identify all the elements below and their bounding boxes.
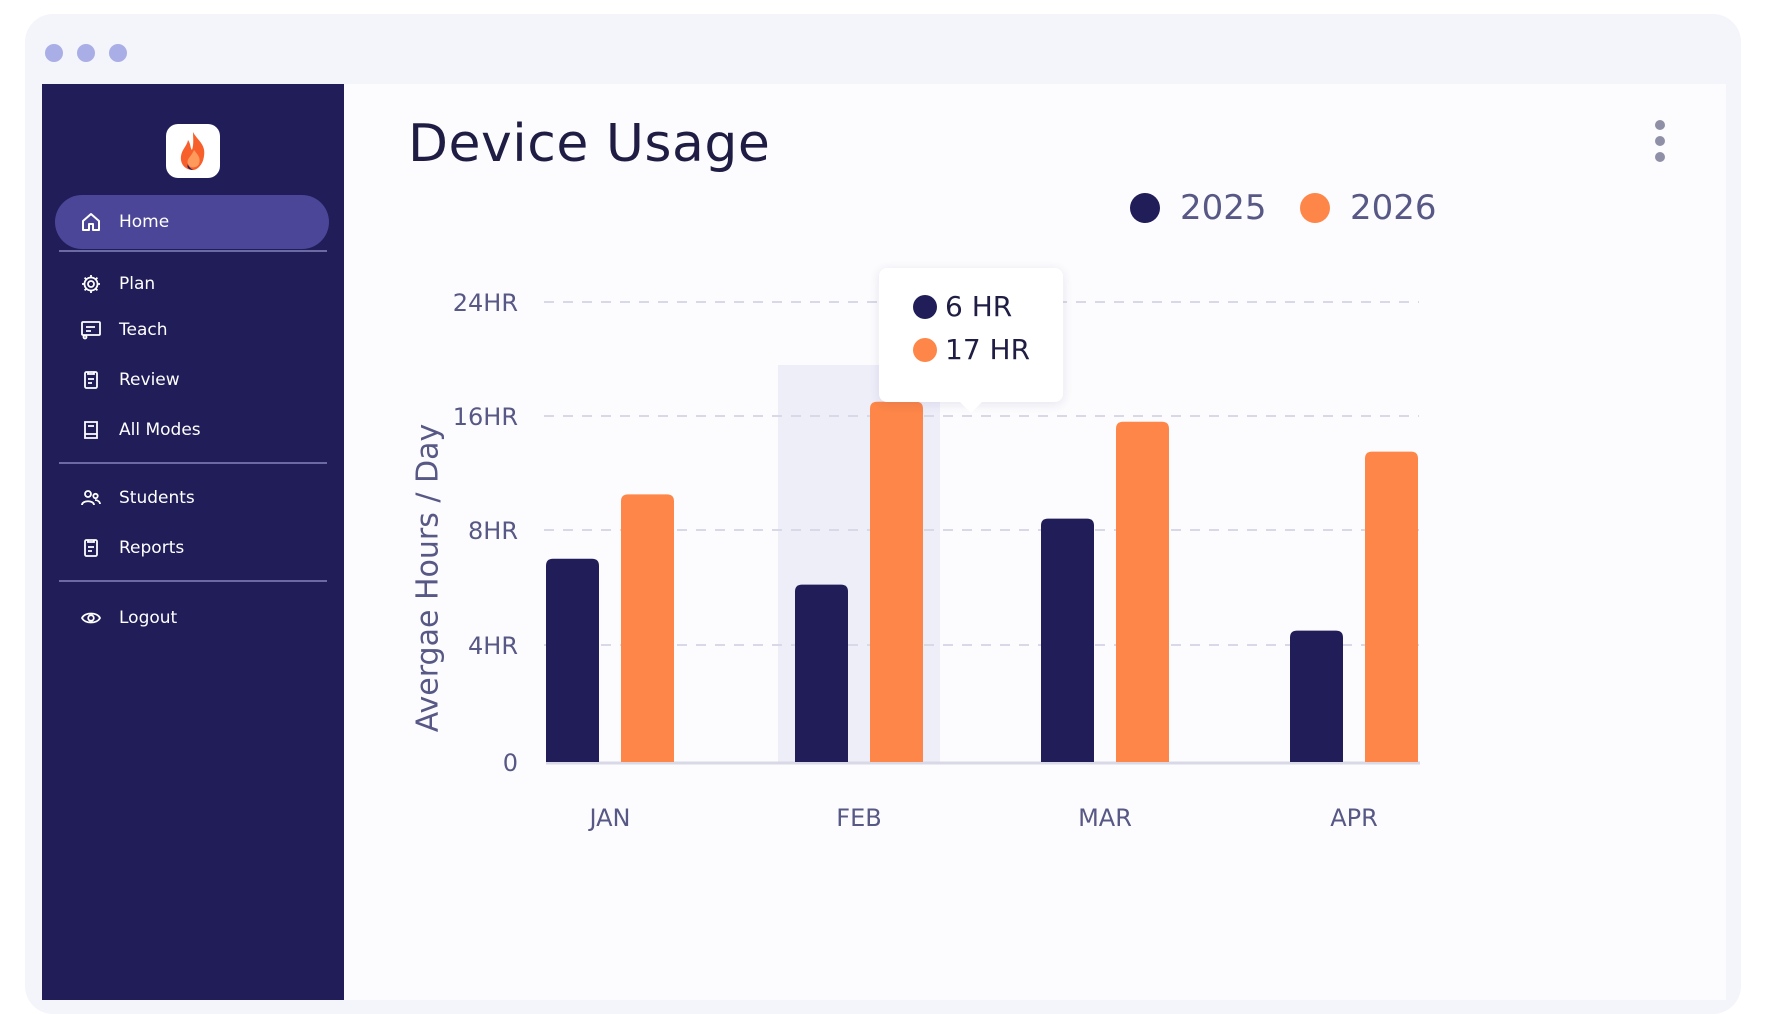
bar-2026-jan xyxy=(621,494,674,762)
sidebar-item-label: Teach xyxy=(119,320,168,340)
bar-2025-apr xyxy=(1290,630,1343,762)
divider xyxy=(59,580,327,582)
sidebar-item-home[interactable]: Home xyxy=(55,195,329,249)
sidebar-item-all-modes[interactable]: All Modes xyxy=(55,403,329,457)
main-panel: Device Usage 2025 2026 Avergae Hours / D… xyxy=(344,84,1726,1000)
bar-2026-mar xyxy=(1116,421,1169,762)
legend-item-2025: 2025 xyxy=(1130,188,1267,228)
window-dot-2 xyxy=(77,44,95,62)
x-tick-label: MAR xyxy=(1078,804,1132,832)
bar-2025-jan xyxy=(546,558,599,762)
more-options-icon[interactable] xyxy=(1650,120,1670,172)
sidebar-item-reports[interactable]: Reports xyxy=(55,521,329,575)
tooltip-value-2025: 6 HR xyxy=(945,290,1013,323)
sidebar-item-plan[interactable]: Plan xyxy=(55,257,329,311)
sidebar-item-label: Review xyxy=(119,370,180,390)
chart-tooltip: 6 HR 17 HR xyxy=(879,268,1063,413)
clipboard-icon xyxy=(79,368,103,392)
sidebar-item-label: Reports xyxy=(119,538,185,558)
tooltip-dot-2026 xyxy=(913,337,937,362)
eye-icon xyxy=(79,606,103,630)
tooltip-value-2026: 17 HR xyxy=(945,333,1031,366)
sidebar-item-label: Home xyxy=(119,212,170,232)
tooltip-dot-2025 xyxy=(913,294,937,319)
divider xyxy=(59,250,327,252)
legend-dot-2026 xyxy=(1300,193,1330,223)
y-tick-label: 16HR xyxy=(453,403,518,431)
bar-2026-feb xyxy=(870,401,923,762)
legend-label: 2025 xyxy=(1180,188,1267,228)
tooltip-row-2025: 6 HR xyxy=(913,290,1012,323)
tooltip-row-2026: 17 HR xyxy=(913,333,1030,366)
y-tick-label: 4HR xyxy=(468,632,518,660)
sidebar-item-logout[interactable]: Logout xyxy=(55,591,329,645)
sidebar-item-label: Logout xyxy=(119,608,178,628)
x-tick-label: JAN xyxy=(587,804,630,832)
bar-chart: 0 4HR 8HR 16HR 24HR JAN FEB MAR APR xyxy=(453,289,1420,832)
divider xyxy=(59,462,327,464)
sidebar: Home Plan Teach Review All Modes Student… xyxy=(42,84,344,1000)
sidebar-item-label: Plan xyxy=(119,274,156,294)
bar-2025-mar xyxy=(1041,518,1094,762)
sidebar-item-label: All Modes xyxy=(119,420,201,440)
window-dot-1 xyxy=(45,44,63,62)
book-icon xyxy=(79,418,103,442)
y-tick-label: 24HR xyxy=(453,289,518,317)
legend-dot-2025 xyxy=(1130,193,1160,223)
sidebar-item-teach[interactable]: Teach xyxy=(55,303,329,357)
sidebar-item-review[interactable]: Review xyxy=(55,353,329,407)
sidebar-item-label: Students xyxy=(119,488,195,508)
y-tick-label: 8HR xyxy=(468,517,518,545)
sidebar-item-students[interactable]: Students xyxy=(55,471,329,525)
legend-label: 2026 xyxy=(1350,188,1437,228)
presentation-icon xyxy=(79,318,103,342)
home-icon xyxy=(79,210,103,234)
legend-item-2026: 2026 xyxy=(1300,188,1437,228)
x-tick-label: APR xyxy=(1330,804,1378,832)
bar-2025-feb xyxy=(795,584,848,762)
users-icon xyxy=(79,486,103,510)
y-tick-label: 0 xyxy=(503,749,518,777)
page-title: Device Usage xyxy=(408,114,771,174)
flame-logo-icon[interactable] xyxy=(166,124,220,178)
report-icon xyxy=(79,536,103,560)
bar-2026-apr xyxy=(1365,451,1418,762)
x-tick-label: FEB xyxy=(836,804,881,832)
window-dot-3 xyxy=(109,44,127,62)
gear-icon xyxy=(79,272,103,296)
